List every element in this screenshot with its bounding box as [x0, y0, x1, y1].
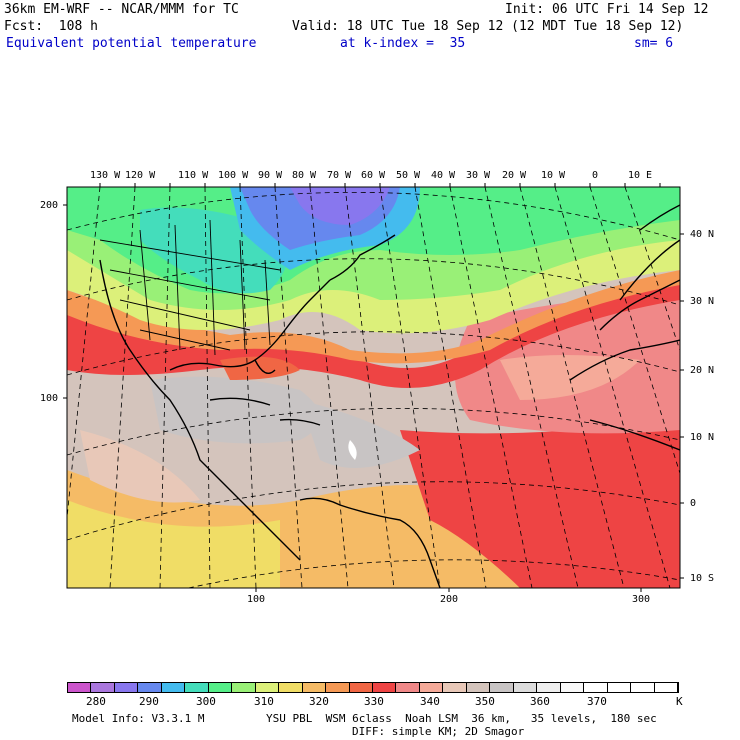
grid-y-label: 100: [40, 393, 59, 404]
lon-label: 70 W: [327, 170, 352, 181]
level-label: at k-index = 35: [340, 36, 466, 51]
colorbar-label: 350: [475, 695, 495, 708]
lon-label: 80 W: [292, 170, 317, 181]
lon-label: 10 E: [628, 170, 653, 181]
grid-y-label: 200: [40, 200, 59, 211]
header-model-title: 36km EM-WRF -- NCAR/MMM for TC: [4, 2, 239, 17]
colorbar-swatch: [185, 683, 209, 692]
colorbar-label: 360: [530, 695, 550, 708]
lon-label: 100 W: [218, 170, 249, 181]
top-ticks: [63, 183, 684, 592]
lon-label: 0: [592, 170, 599, 181]
colorbar-label: 340: [420, 695, 440, 708]
lon-label: 60 W: [361, 170, 386, 181]
header-init-time: Init: 06 UTC Fri 14 Sep 12: [505, 2, 709, 17]
colorbar-swatch: [513, 683, 538, 692]
footer-physics: YSU PBL WSM 6class Noah LSM 36 km, 35 le…: [266, 712, 657, 725]
lat-label: 40 N: [690, 229, 715, 240]
shaded-field: [67, 187, 680, 588]
colorbar-swatch: [466, 683, 491, 692]
header-valid-time: Valid: 18 UTC Tue 18 Sep 12 (12 MDT Tue …: [292, 19, 684, 34]
colorbar: [67, 682, 679, 693]
colorbar-label: 300: [196, 695, 216, 708]
colorbar-swatch: [537, 683, 561, 692]
lon-label: 10 W: [541, 170, 566, 181]
field-name: Equivalent potential temperature: [6, 36, 257, 51]
colorbar-swatch: [654, 683, 678, 692]
colorbar-swatch: [373, 683, 397, 692]
lon-label: 30 W: [466, 170, 491, 181]
colorbar-swatch: [584, 683, 608, 692]
map-frame: [66, 186, 681, 589]
lat-label: 0: [690, 498, 697, 509]
colorbar-swatch: [138, 683, 162, 692]
grid-x-label: 200: [440, 594, 459, 605]
lat-label: 30 N: [690, 296, 715, 307]
lon-label: 120 W: [125, 170, 156, 181]
colorbar-swatch: [396, 683, 420, 692]
colorbar-label: 310: [254, 695, 274, 708]
lat-label: 10 S: [690, 573, 715, 584]
coastlines: [99, 204, 680, 588]
colorbar-swatch: [208, 683, 233, 692]
colorbar-label: 370: [587, 695, 607, 708]
lon-label: 40 W: [431, 170, 456, 181]
colorbar-swatch: [443, 683, 467, 692]
lon-label: 20 W: [502, 170, 527, 181]
colorbar-swatch: [255, 683, 280, 692]
political-borders: [99, 219, 281, 356]
lon-label: 50 W: [396, 170, 421, 181]
lon-label: 110 W: [178, 170, 209, 181]
colorbar-swatch: [607, 683, 632, 692]
footer-diffusion: DIFF: simple KM; 2D Smagor: [352, 725, 525, 738]
colorbar-unit: K: [676, 695, 683, 708]
colorbar-swatch: [232, 683, 256, 692]
graticule: [67, 187, 680, 588]
colorbar-swatch: [161, 683, 186, 692]
colorbar-label: 320: [309, 695, 329, 708]
colorbar-swatch: [114, 683, 139, 692]
grid-x-label: 100: [247, 594, 266, 605]
colorbar-swatch: [560, 683, 585, 692]
colorbar-swatch: [68, 683, 92, 692]
colorbar-swatch: [490, 683, 514, 692]
colorbar-swatch: [349, 683, 373, 692]
colorbar-label: 290: [139, 695, 159, 708]
colorbar-swatch: [419, 683, 444, 692]
lon-label: 130 W: [90, 170, 121, 181]
colorbar-swatch: [91, 683, 115, 692]
colorbar-label: 330: [364, 695, 384, 708]
lon-label: 90 W: [258, 170, 283, 181]
lat-label: 20 N: [690, 365, 715, 376]
colorbar-swatch: [326, 683, 350, 692]
smoothing-label: sm= 6: [634, 36, 674, 51]
colorbar-swatch: [279, 683, 303, 692]
footer-model-info: Model Info: V3.3.1 M: [72, 712, 205, 725]
colorbar-label: 280: [86, 695, 106, 708]
header-forecast-hour: Fcst: 108 h: [4, 19, 98, 34]
colorbar-swatch: [302, 683, 327, 692]
colorbar-swatch: [631, 683, 655, 692]
grid-x-label: 300: [632, 594, 651, 605]
lat-label: 10 N: [690, 432, 715, 443]
